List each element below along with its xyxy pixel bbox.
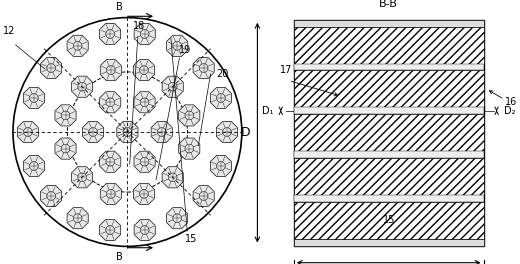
Text: D: D xyxy=(241,126,251,139)
Text: 16: 16 xyxy=(505,97,518,107)
Polygon shape xyxy=(100,92,121,113)
Polygon shape xyxy=(23,155,44,177)
Polygon shape xyxy=(100,60,121,81)
Polygon shape xyxy=(41,58,62,79)
Text: 15: 15 xyxy=(383,215,395,225)
Text: 18: 18 xyxy=(133,21,145,31)
Polygon shape xyxy=(55,138,76,159)
Polygon shape xyxy=(151,121,172,143)
Bar xyxy=(294,70,484,107)
Polygon shape xyxy=(55,105,76,126)
Polygon shape xyxy=(166,208,188,229)
Polygon shape xyxy=(211,87,231,109)
Polygon shape xyxy=(41,185,62,206)
Polygon shape xyxy=(216,121,238,143)
Polygon shape xyxy=(162,167,183,188)
Text: B-B: B-B xyxy=(379,0,398,9)
Text: B: B xyxy=(116,252,123,262)
Polygon shape xyxy=(72,167,93,188)
Polygon shape xyxy=(134,92,155,113)
Bar xyxy=(294,20,484,27)
Polygon shape xyxy=(17,121,38,143)
Polygon shape xyxy=(179,105,200,126)
Text: B: B xyxy=(116,2,123,12)
Text: 17: 17 xyxy=(280,65,292,75)
Bar xyxy=(294,158,484,195)
Polygon shape xyxy=(134,23,155,45)
Polygon shape xyxy=(193,58,214,79)
Polygon shape xyxy=(100,151,121,172)
Polygon shape xyxy=(117,121,138,143)
Bar xyxy=(294,107,484,114)
Polygon shape xyxy=(100,183,121,204)
Polygon shape xyxy=(162,76,183,97)
Polygon shape xyxy=(211,155,231,177)
Polygon shape xyxy=(134,183,154,204)
Polygon shape xyxy=(99,23,121,45)
Polygon shape xyxy=(179,138,200,159)
Text: D₂: D₂ xyxy=(504,106,515,116)
Polygon shape xyxy=(166,35,188,56)
Bar xyxy=(294,64,484,70)
Text: 15: 15 xyxy=(185,234,197,244)
Bar xyxy=(294,239,484,246)
Bar xyxy=(294,27,484,64)
Text: D₁: D₁ xyxy=(262,106,274,116)
Bar xyxy=(294,20,484,246)
Bar xyxy=(294,151,484,158)
Polygon shape xyxy=(134,60,154,81)
Polygon shape xyxy=(67,35,88,56)
Text: 19: 19 xyxy=(179,45,192,55)
Bar xyxy=(294,202,484,239)
Bar xyxy=(294,195,484,202)
Polygon shape xyxy=(193,185,214,206)
Polygon shape xyxy=(72,76,93,97)
Polygon shape xyxy=(67,208,88,229)
Polygon shape xyxy=(99,219,121,241)
Polygon shape xyxy=(23,87,44,109)
Text: 12: 12 xyxy=(3,26,15,36)
Polygon shape xyxy=(134,151,155,172)
Polygon shape xyxy=(83,121,103,143)
Bar xyxy=(294,114,484,151)
Text: 20: 20 xyxy=(216,69,228,79)
Polygon shape xyxy=(134,219,155,241)
